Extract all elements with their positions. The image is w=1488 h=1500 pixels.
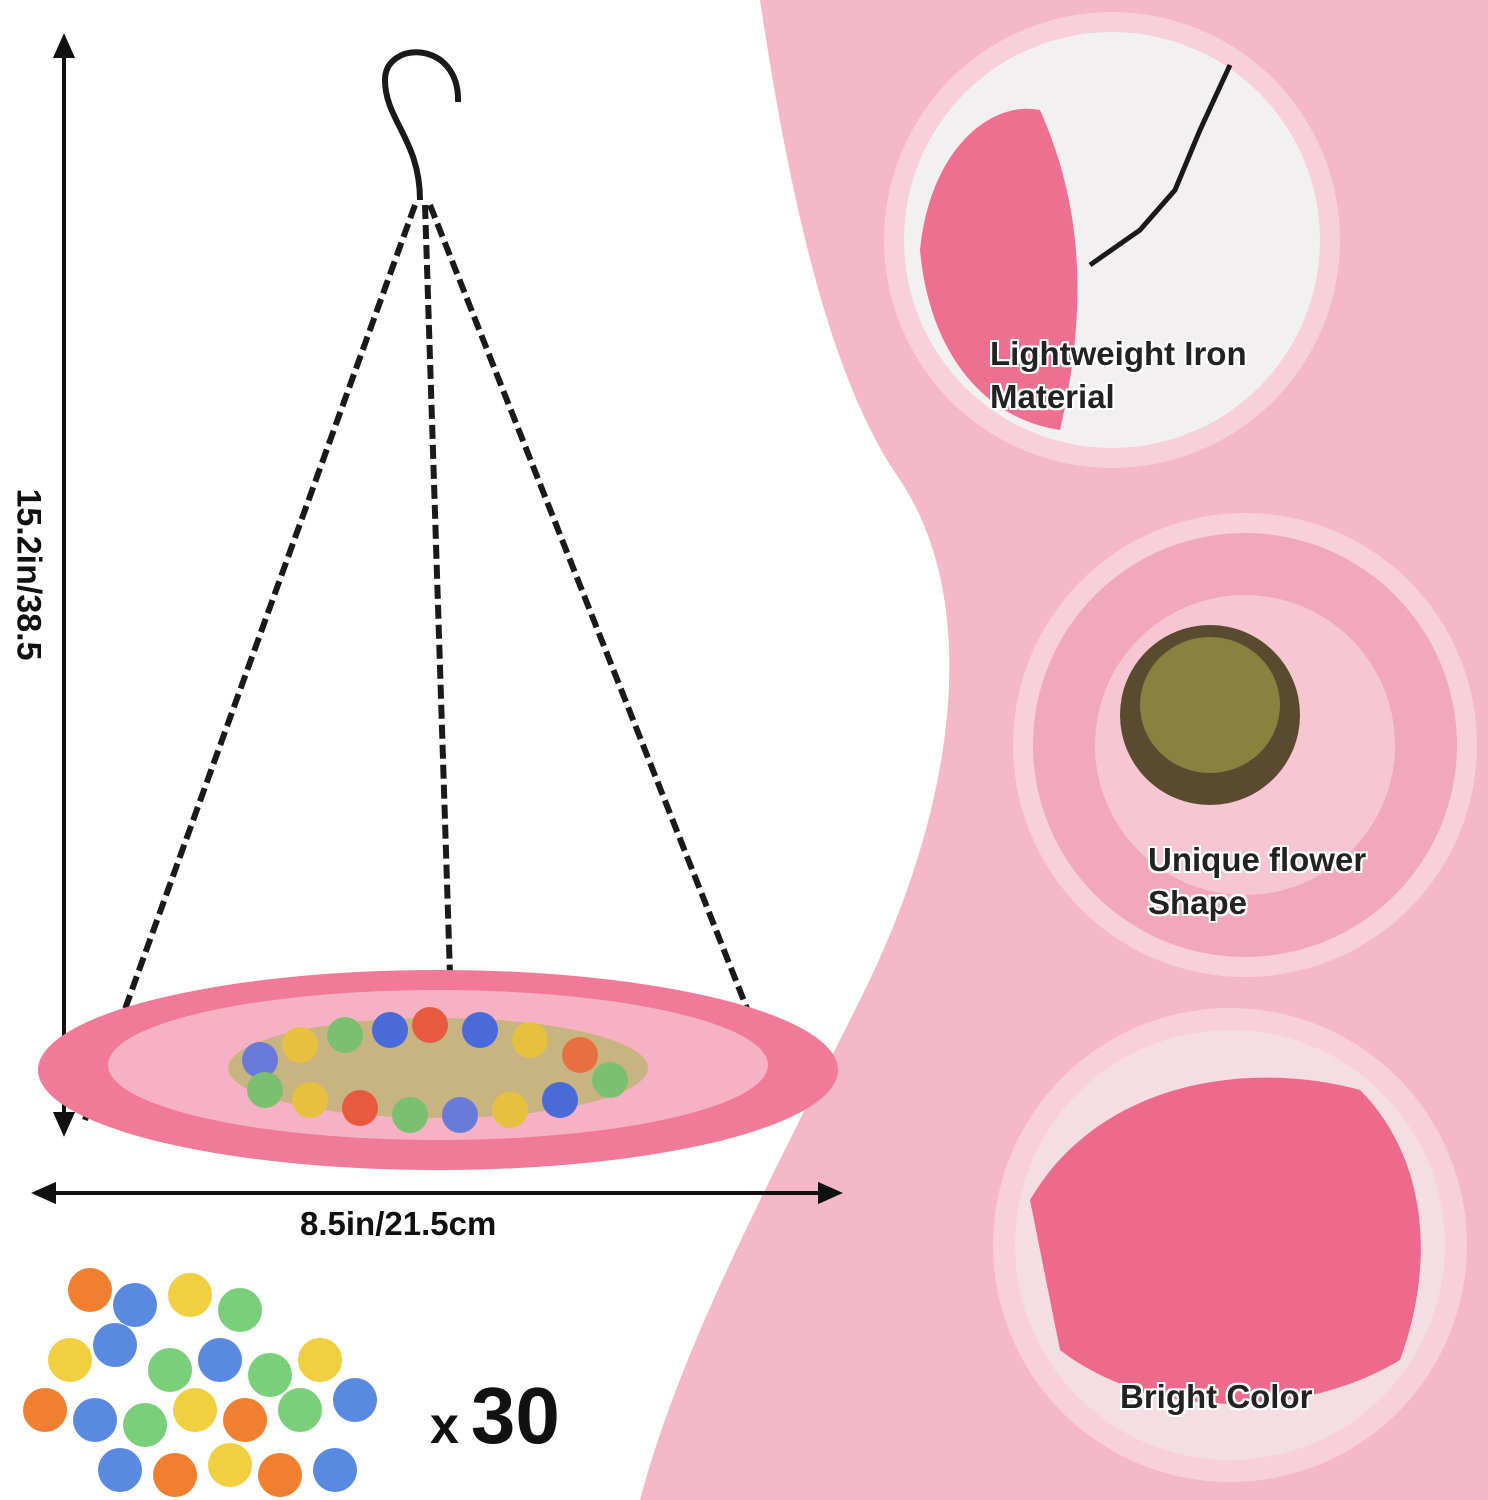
count-prefix: x <box>430 1397 459 1455</box>
count-value: 30 <box>470 1371 560 1460</box>
marbles-in-dish <box>242 1007 628 1133</box>
feature-line: Bright Color <box>1120 1378 1313 1415</box>
hanging-chains <box>82 203 788 1122</box>
feature-line: Lightweight Iron <box>990 335 1247 372</box>
feature-line: Shape <box>1148 884 1248 921</box>
height-dimension-label: 15.2in/38.5 <box>9 488 48 661</box>
marble-count: x 30 <box>430 1370 560 1462</box>
feature-circle-material <box>884 12 1340 468</box>
feature-line: Unique flower <box>1148 841 1367 878</box>
flower-dish <box>38 970 838 1170</box>
feature-label-color: Bright Color <box>1120 1375 1312 1418</box>
width-dimension-arrow <box>31 1181 843 1205</box>
feature-circle-color <box>993 1008 1467 1482</box>
height-dimension-arrow <box>52 33 76 1137</box>
feature-circle-shape <box>1013 513 1477 977</box>
feature-label-material: Lightweight Iron Material <box>990 332 1247 418</box>
feature-label-shape: Unique flower Shape <box>1148 838 1366 924</box>
width-dimension-label: 8.5in/21.5cm <box>300 1205 497 1242</box>
hanging-hook <box>381 49 462 201</box>
loose-marbles <box>23 1268 377 1497</box>
feature-line: Material <box>990 378 1115 415</box>
